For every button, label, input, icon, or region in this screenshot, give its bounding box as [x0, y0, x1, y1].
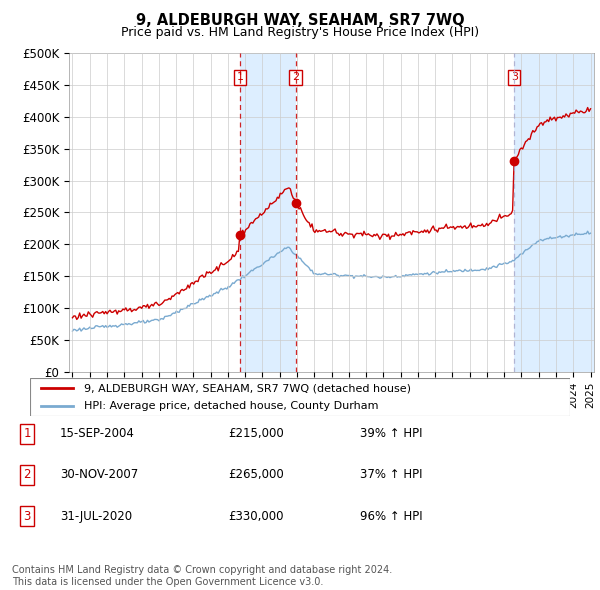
- Text: 30-NOV-2007: 30-NOV-2007: [60, 468, 138, 481]
- Text: 1: 1: [236, 73, 244, 83]
- FancyBboxPatch shape: [30, 378, 570, 416]
- Text: 2: 2: [23, 468, 31, 481]
- Text: 31-JUL-2020: 31-JUL-2020: [60, 510, 132, 523]
- Text: Contains HM Land Registry data © Crown copyright and database right 2024.
This d: Contains HM Land Registry data © Crown c…: [12, 565, 392, 587]
- Text: HPI: Average price, detached house, County Durham: HPI: Average price, detached house, Coun…: [84, 401, 379, 411]
- Text: 3: 3: [511, 73, 518, 83]
- Text: 3: 3: [23, 510, 31, 523]
- Text: 2: 2: [292, 73, 299, 83]
- Bar: [240, 53, 296, 372]
- Text: 1: 1: [23, 427, 31, 440]
- Text: 96% ↑ HPI: 96% ↑ HPI: [360, 510, 422, 523]
- Text: 37% ↑ HPI: 37% ↑ HPI: [360, 468, 422, 481]
- Text: Price paid vs. HM Land Registry's House Price Index (HPI): Price paid vs. HM Land Registry's House …: [121, 26, 479, 39]
- Text: £330,000: £330,000: [228, 510, 284, 523]
- Text: 39% ↑ HPI: 39% ↑ HPI: [360, 427, 422, 440]
- Text: £215,000: £215,000: [228, 427, 284, 440]
- Bar: [514, 53, 599, 372]
- Text: 15-SEP-2004: 15-SEP-2004: [60, 427, 135, 440]
- Text: 9, ALDEBURGH WAY, SEAHAM, SR7 7WQ (detached house): 9, ALDEBURGH WAY, SEAHAM, SR7 7WQ (detac…: [84, 384, 411, 394]
- Text: £265,000: £265,000: [228, 468, 284, 481]
- Text: 9, ALDEBURGH WAY, SEAHAM, SR7 7WQ: 9, ALDEBURGH WAY, SEAHAM, SR7 7WQ: [136, 13, 464, 28]
